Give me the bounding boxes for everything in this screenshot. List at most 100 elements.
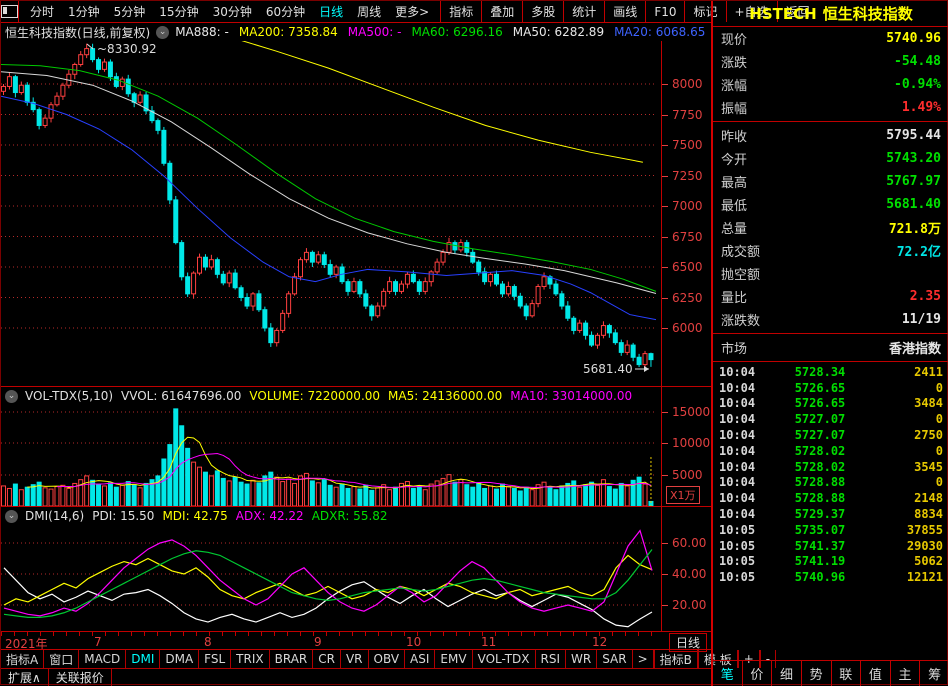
indicator-button-RSI[interactable]: RSI [536,650,567,668]
indicator-button-DMA[interactable]: DMA [160,650,200,668]
indicator-button-MACD[interactable]: MACD [79,650,127,668]
tick-row: 10:05 5735.07 37855 [713,522,948,538]
tick-list[interactable]: 10:04 5728.34 2411 10:04 5726.65 0 10:04 5726.6… [713,364,948,586]
action-button-+自选[interactable]: +自选 [727,1,778,22]
quote-label: 成交额 [721,245,761,260]
indicator-button-WR[interactable]: WR [566,650,598,668]
chevron-down-icon[interactable]: ⌄ [5,389,18,403]
period-button-更多>[interactable]: 更多> [395,5,430,19]
volume-chart[interactable] [1,387,661,507]
quote-rows-ohlc: 昨收 5795.44 今开 5743.20 最高 5767.97 最低 5681.40 总量 72… [713,124,948,331]
action-button-返回[interactable]: 返回 [785,5,810,19]
chevron-down-icon[interactable]: ⌄ [5,509,18,523]
indicator-button-DMI[interactable]: DMI [126,650,161,668]
expand-item-扩展∧[interactable]: 扩展∧ [1,669,49,686]
quote-value: 721.8万 [888,222,941,237]
toolbar-button-指标B[interactable]: 指标B [653,650,698,668]
tick-p: 5728.88 [794,491,846,506]
tick-t: 10:05 [719,570,756,585]
ma-label: MA888: - [175,25,229,39]
quote-row-抛空额: 抛空额 [713,262,948,285]
ma-label: MA60: 6296.16 [411,25,503,39]
toolbar-button--[interactable]: - [759,650,777,668]
tick-v: 5062 [914,554,943,569]
action-button-多股[interactable]: 多股 [523,1,565,22]
indicator-button-BRAR[interactable]: BRAR [270,650,314,668]
divider [713,361,948,362]
indicator-button-指标A[interactable]: 指标A [1,650,45,668]
expand-item-关联报价[interactable]: 关联报价 [49,669,112,686]
quote-panel: HSTECH 恒生科技指数 现价 5740.96 涨跌 -54.48 涨幅 -0.94% 振… [711,1,948,686]
axis-tick-mark [662,267,668,268]
action-button-指标[interactable]: 指标 [441,1,483,22]
dmi-tick-60: 60.00 [672,536,707,550]
indicator-button-SAR[interactable]: SAR [597,650,633,668]
price-tick-7750: 7750 [672,107,703,122]
period-button-分时[interactable]: 分时 [30,5,55,19]
dmi-label: PDI: 15.50 [92,509,155,523]
tick-t: 10:04 [719,443,756,458]
market-row: 市场 香港指数 [721,342,941,357]
indicator-button-OBV[interactable]: OBV [369,650,406,668]
period-button-30分钟[interactable]: 30分钟 [212,5,252,19]
quote-tab-势[interactable]: 势 [802,661,832,686]
ma-labels: MA888: - MA200: 7358.84 MA500: - MA60: 6296… [175,25,705,39]
period-button-60分钟[interactable]: 60分钟 [265,5,306,19]
toolbar-button-模 板[interactable]: 模 板 [697,650,738,668]
quote-tab-联[interactable]: 联 [832,661,862,686]
dmi-header: ⌄ DMI(14,6) PDI: 15.50 MDI: 42.75 ADX: 42.2… [1,508,388,524]
indicator-button-ASI[interactable]: ASI [405,650,436,668]
quote-value: 5743.20 [886,151,941,166]
period-button-1分钟[interactable]: 1分钟 [68,5,100,19]
x-label-10: 10 [406,635,422,649]
action-button-F10[interactable]: F10 [646,1,686,22]
quote-tab-值[interactable]: 值 [861,661,891,686]
quote-rows-change: 现价 5740.96 涨跌 -54.48 涨幅 -0.94% 振幅 1.49% [713,27,948,119]
indicator-button-窗口[interactable]: 窗口 [44,650,80,668]
quote-row-昨收: 昨收 5795.44 [713,124,948,147]
quote-tab-细[interactable]: 细 [772,661,802,686]
period-button-15分钟[interactable]: 15分钟 [159,5,199,19]
axis-tick-mark [662,114,668,116]
indicator-button-TRIX[interactable]: TRIX [231,650,270,668]
time-axis: 2021年 7 8 9 10 11 12 日线 [1,631,711,652]
quote-tab-笔[interactable]: 笔 [713,661,743,686]
tick-p: 5726.65 [794,380,846,395]
indicator-button-EMV[interactable]: EMV [435,650,473,668]
tick-v: 37855 [906,522,943,537]
indicator-button-CR[interactable]: CR [313,650,341,668]
quote-row-最高: 最高 5767.97 [713,170,948,193]
period-buttons: 分时 1分钟 5分钟 15分钟 30分钟 60分钟 日线 周线 更多> [19,1,440,22]
period-button-5分钟[interactable]: 5分钟 [113,5,146,19]
quote-tab-价[interactable]: 价 [743,661,773,686]
volume-axis: X1万 15000 10000 5000 [661,387,711,506]
quote-label: 振幅 [721,102,748,117]
price-tick-8000: 8000 [672,77,703,91]
vol-tick-10000: 10000 [672,436,711,450]
layout-icon[interactable] [1,1,19,22]
period-indicator[interactable]: 日线 [668,633,707,652]
toolbar-button-+[interactable]: + [737,650,760,668]
action-button-统计[interactable]: 统计 [564,1,606,22]
tick-v: 3484 [914,396,943,411]
quote-label: 涨跌数 [721,314,761,329]
vol-label: MA5: 24136000.00 [388,389,503,403]
svg-text:~8330.92: ~8330.92 [97,42,157,56]
period-button-周线[interactable]: 周线 [357,5,382,19]
candlestick-chart[interactable]: ~8330.92 5681.40 [1,41,661,386]
period-button-日线[interactable]: 日线 [319,5,344,19]
action-button-画线[interactable]: 画线 [605,1,647,22]
chevron-down-icon[interactable]: ⌄ [156,25,170,39]
indicator-button-VOL-TDX[interactable]: VOL-TDX [473,650,536,668]
x-label-8: 8 [204,635,212,649]
indicator-button-FSL[interactable]: FSL [199,650,232,668]
dmi-chart[interactable] [1,507,661,632]
indicator-button-VR[interactable]: VR [341,650,369,668]
quote-tab-主[interactable]: 主 [891,661,921,686]
indicator-button->[interactable]: > [633,650,654,668]
action-button-叠加[interactable]: 叠加 [482,1,524,22]
quote-value: -0.94% [894,77,941,92]
divider [713,333,948,334]
quote-tab-筹[interactable]: 筹 [928,668,942,683]
tick-t: 10:05 [719,538,756,553]
